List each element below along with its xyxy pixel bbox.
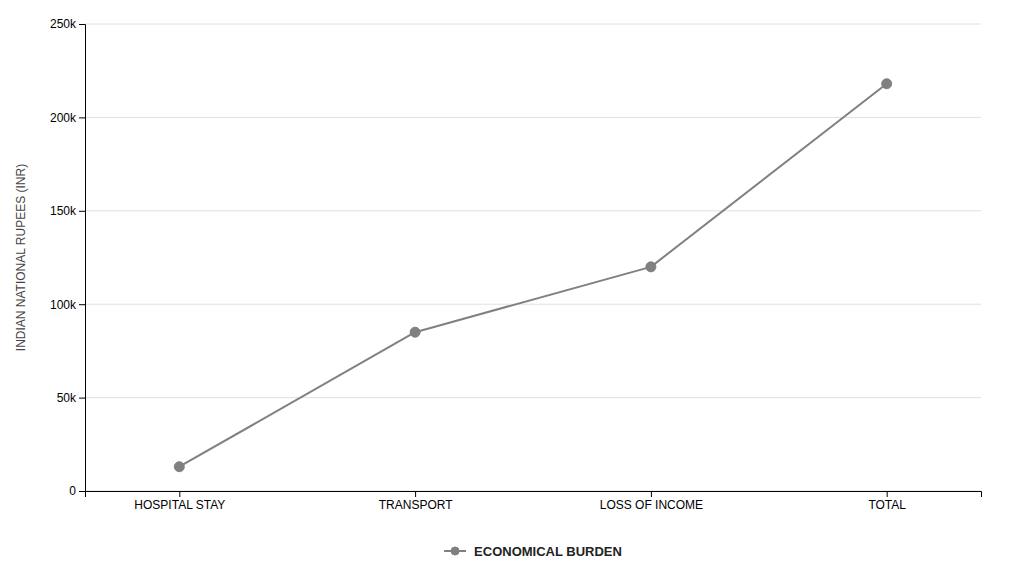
y-tick: 100k <box>50 298 85 312</box>
y-axis-line <box>79 25 86 492</box>
y-tick-mark <box>79 398 85 399</box>
x-tick-mark <box>415 491 416 497</box>
y-tick-label: 0 <box>69 484 76 498</box>
y-tick-label: 150k <box>50 204 77 218</box>
marks <box>174 79 891 472</box>
y-tick-mark <box>79 211 85 212</box>
point <box>882 79 892 89</box>
y-tick: 0 <box>69 484 85 498</box>
y-tick-label: 50k <box>57 391 77 405</box>
grid-line <box>85 24 981 25</box>
point <box>174 462 184 472</box>
x-tick-label: TOTAL <box>868 498 906 512</box>
legend: ECONOMICAL BURDEN <box>444 544 622 559</box>
y-tick: 250k <box>50 17 85 31</box>
y-tick-mark <box>79 24 85 25</box>
y-tick: 50k <box>57 391 85 405</box>
point <box>410 327 420 337</box>
y-tick-label: 200k <box>50 111 77 125</box>
x-tick: HOSPITAL STAY <box>134 491 225 512</box>
point <box>646 262 656 272</box>
y-tick-mark <box>79 304 85 305</box>
x-axis-line <box>86 492 982 498</box>
grid-line <box>85 304 981 305</box>
y-tick-mark <box>79 117 85 118</box>
y-axis-title: INDIAN NATIONAL RUPEES (INR) <box>14 164 28 351</box>
x-axis: HOSPITAL STAY TRANSPORT LOSS OF INCOME TOTA… <box>86 491 982 512</box>
legend-marker <box>451 547 459 555</box>
y-tick: 200k <box>50 111 85 125</box>
y-tick: 150k <box>50 204 85 218</box>
y-tick-label: 250k <box>50 17 77 31</box>
grid-line <box>85 210 981 211</box>
y-tick-mark <box>79 491 85 492</box>
x-tick-mark <box>651 491 652 497</box>
grid-line <box>85 117 981 118</box>
chart: 0 50k 100k 150k 200k 250k HOSPITAL STAY TRANSPO… <box>0 0 1011 586</box>
x-tick-label: LOSS OF INCOME <box>600 498 703 512</box>
x-tick-label: HOSPITAL STAY <box>134 498 225 512</box>
x-tick-label: TRANSPORT <box>379 498 453 512</box>
x-tick: LOSS OF INCOME <box>600 491 703 512</box>
grid-line <box>85 397 981 398</box>
legend-label: ECONOMICAL BURDEN <box>474 544 622 559</box>
x-tick-mark <box>179 491 180 497</box>
x-tick: TRANSPORT <box>379 491 453 512</box>
line <box>179 84 886 467</box>
y-tick-label: 100k <box>50 298 77 312</box>
x-tick: TOTAL <box>868 491 906 512</box>
grid <box>85 24 981 491</box>
x-tick-mark <box>887 491 888 497</box>
y-axis: 0 50k 100k 150k 200k 250k <box>50 17 86 498</box>
plot-area: 0 50k 100k 150k 200k 250k HOSPITAL STAY TRANSPO… <box>14 17 982 511</box>
legend-item: ECONOMICAL BURDEN <box>444 544 622 559</box>
